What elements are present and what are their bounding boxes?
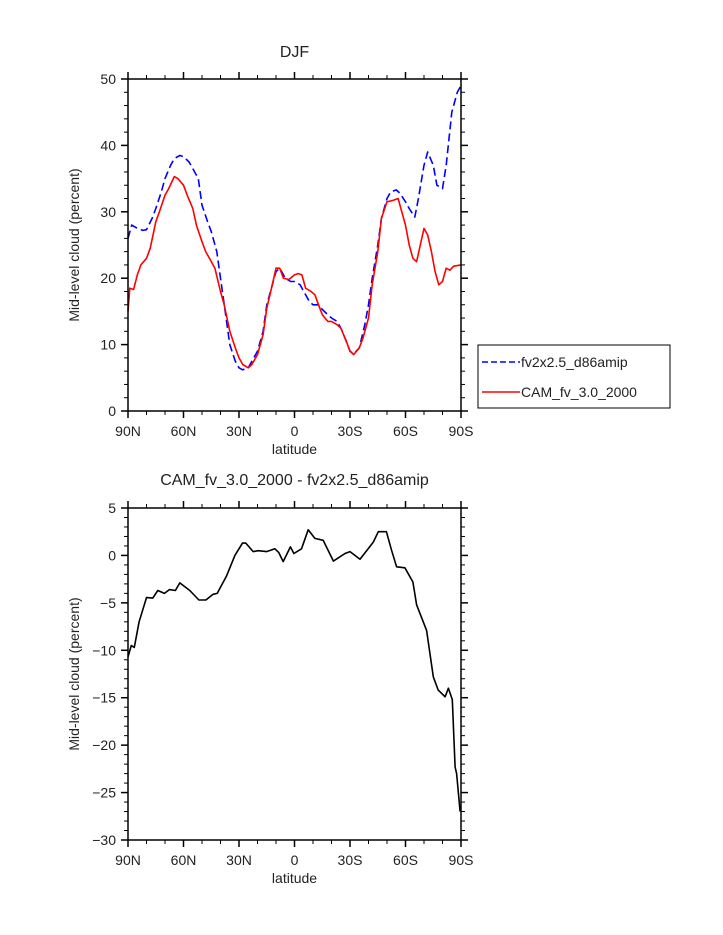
y-tick-label: 20 xyxy=(100,270,116,286)
series-line-difference xyxy=(127,528,461,812)
y-tick-label: 50 xyxy=(100,71,116,87)
plot-panel-1: DJF 90N 60N 30N 0 30S 60S 90S 0 10 20 30 40 50 latitud… xyxy=(66,44,671,457)
plot-panel-2: CAM_fv_3.0_2000 - fv2x2.5_d86amip 90N 60N 3… xyxy=(66,472,473,886)
series-line-cam-fv-3-0-2000 xyxy=(127,175,462,369)
y-tick-label: −10 xyxy=(92,642,116,658)
legend: fv2x2.5_d86amip CAM_fv_3.0_2000 xyxy=(477,344,671,409)
y-tick-label: −30 xyxy=(92,832,116,848)
x-tick-label: 0 xyxy=(291,423,299,439)
x-tick-label: 0 xyxy=(291,852,299,868)
x-tick-label: 90S xyxy=(449,852,474,868)
y-tick-label: −25 xyxy=(92,785,116,801)
y-tick-label: −15 xyxy=(92,690,116,706)
legend-label: CAM_fv_3.0_2000 xyxy=(521,384,637,400)
x-tick-label: 90S xyxy=(449,423,474,439)
x-tick-label: 90N xyxy=(115,423,141,439)
x-tick-label: 30N xyxy=(226,423,252,439)
x-tick-label: 60N xyxy=(171,852,197,868)
y-tick-label: 10 xyxy=(100,337,116,353)
y-tick-label: −20 xyxy=(92,737,116,753)
plot-frame xyxy=(127,507,462,841)
x-tick-label: 60N xyxy=(171,423,197,439)
x-tick-label: 60S xyxy=(393,852,418,868)
series-line-fv2x2-5-d86amip xyxy=(127,85,462,371)
chart-title: DJF xyxy=(280,44,310,61)
x-tick-label: 30S xyxy=(338,852,363,868)
y-axis-label: Mid-level cloud (percent) xyxy=(66,597,82,750)
x-tick-label: 30N xyxy=(226,852,252,868)
y-tick-label: 30 xyxy=(100,204,116,220)
y-tick-label: 40 xyxy=(100,137,116,153)
y-tick-label: 0 xyxy=(108,403,116,419)
legend-box xyxy=(477,344,671,409)
x-axis-label: latitude xyxy=(272,870,317,886)
chart-title: CAM_fv_3.0_2000 - fv2x2.5_d86amip xyxy=(160,472,429,489)
x-tick-label: 90N xyxy=(115,852,141,868)
x-axis-label: latitude xyxy=(272,441,317,457)
y-tick-label: 5 xyxy=(108,500,116,516)
legend-label: fv2x2.5_d86amip xyxy=(521,354,628,370)
y-tick-label: 0 xyxy=(108,547,116,563)
y-tick-label: −5 xyxy=(100,595,116,611)
x-tick-label: 60S xyxy=(393,423,418,439)
y-axis-label: Mid-level cloud (percent) xyxy=(66,168,82,321)
plot-frame xyxy=(127,78,462,412)
x-tick-label: 30S xyxy=(338,423,363,439)
